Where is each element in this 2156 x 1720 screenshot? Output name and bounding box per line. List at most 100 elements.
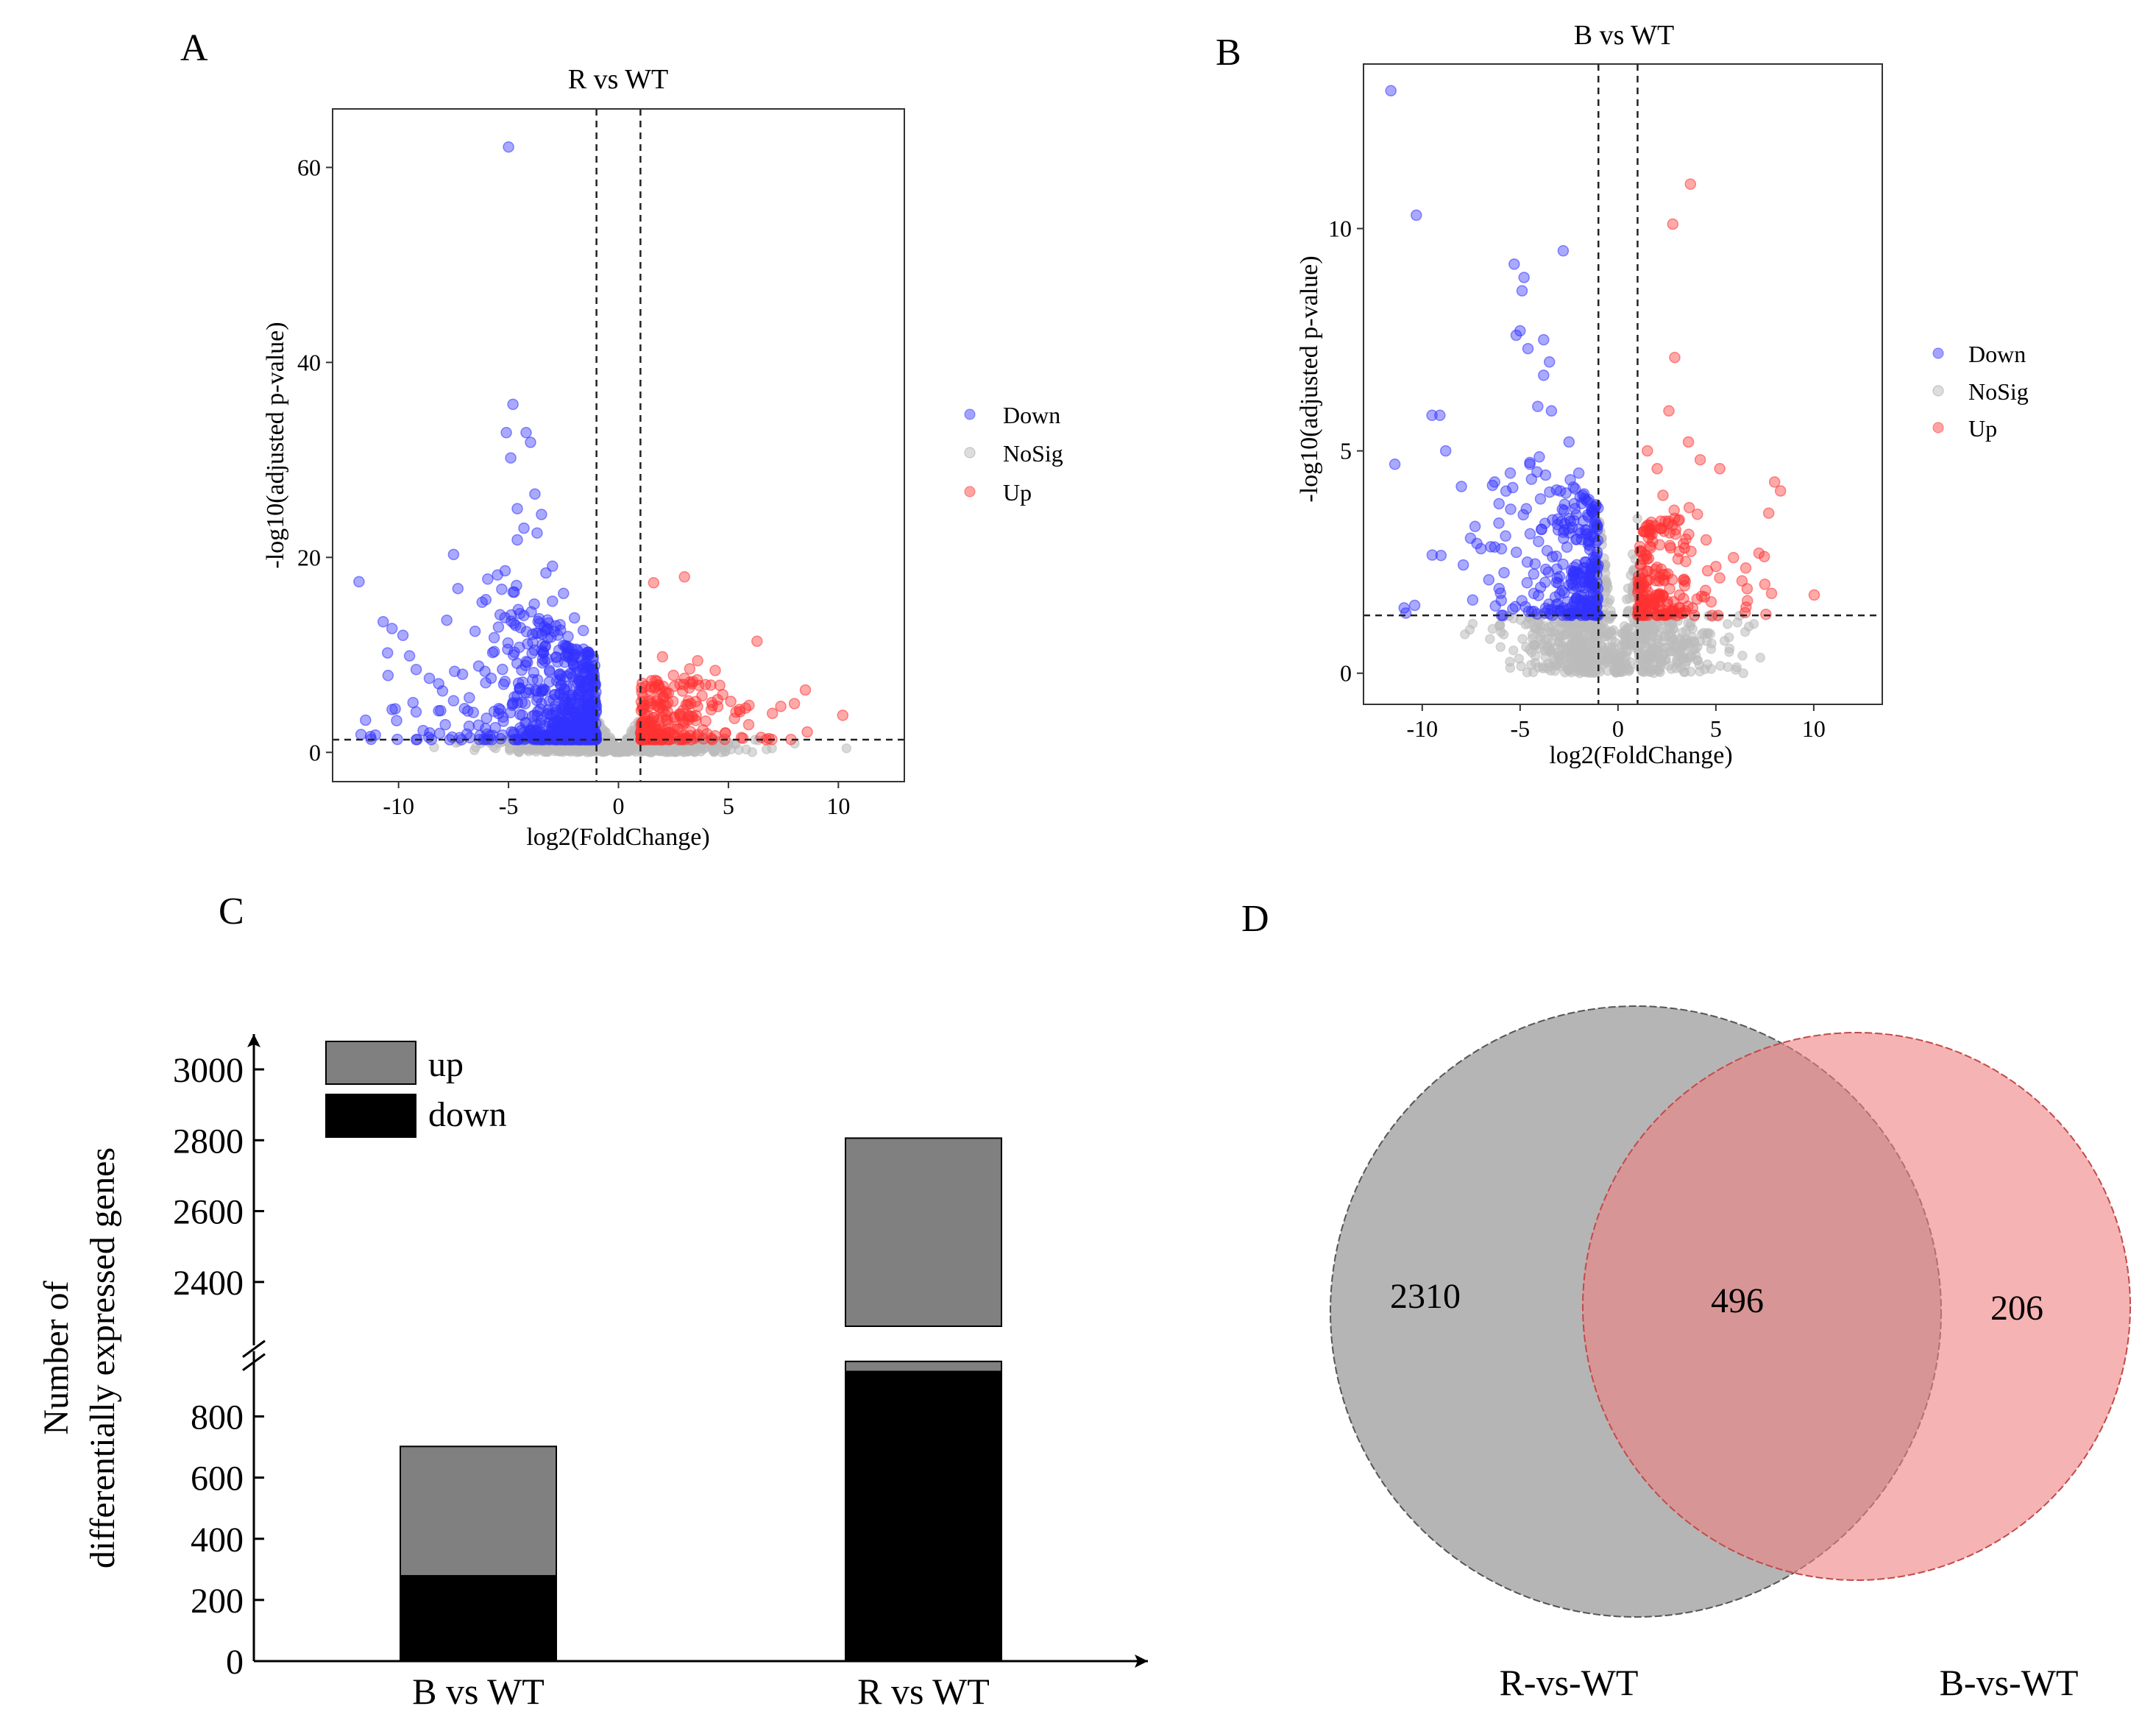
x-tick-label: 5 (1710, 715, 1722, 742)
volcano-b-plot-frame (1363, 63, 1883, 705)
down-highlight-point (577, 624, 589, 637)
down-highlight-point (536, 509, 547, 520)
nosig-point (1737, 651, 1748, 661)
down-point (1546, 604, 1558, 615)
up-highlight-point (656, 651, 669, 663)
down-highlight-point (500, 427, 512, 439)
down-point (1544, 486, 1556, 498)
down-point (1500, 485, 1512, 498)
bar-c-bars (400, 1137, 1002, 1663)
nosig-point (1625, 656, 1635, 668)
down-point (497, 729, 508, 741)
nosig-point (1517, 634, 1528, 644)
down-point (586, 712, 599, 724)
down-highlight-point (410, 663, 422, 676)
bar-segment-up (845, 1137, 1002, 1327)
nosig-point (1634, 629, 1645, 640)
up-highlight-point (1642, 445, 1653, 457)
up-point (1658, 525, 1670, 537)
up-highlight-point (648, 577, 660, 589)
down-point (482, 573, 494, 585)
y-tick-label: 20 (297, 544, 321, 570)
down-point (564, 668, 576, 679)
down-point (531, 627, 542, 639)
nosig-point (1545, 626, 1556, 637)
nosig-point (1539, 620, 1550, 631)
down-point (1467, 594, 1479, 606)
up-point (1645, 516, 1657, 528)
y-tick-label: 200 (191, 1582, 244, 1621)
nosig-point (1485, 634, 1495, 644)
up-highlight-point (1741, 583, 1753, 595)
down-point (488, 645, 500, 658)
up-point (684, 726, 696, 737)
y-tick-label: 600 (191, 1459, 244, 1498)
up-point (637, 717, 649, 729)
down-point (1568, 514, 1580, 527)
up-point (1679, 576, 1692, 587)
bar-segment-up (845, 1360, 1002, 1373)
up-point (1678, 592, 1689, 605)
down-point (1560, 487, 1572, 499)
down-point (1505, 503, 1517, 515)
nosig-point (1641, 624, 1652, 634)
down-highlight-point (511, 534, 523, 546)
down-point (424, 727, 436, 739)
down-highlight-point (452, 582, 464, 595)
x-tick-label: 10 (1802, 715, 1826, 742)
nosig-point (1525, 659, 1536, 670)
y-tick-label: 5 (1340, 438, 1352, 464)
down-highlight-point (436, 685, 449, 697)
down-highlight-point (525, 436, 536, 448)
down-highlight-point (423, 672, 436, 684)
volcano-plot-b: B vs WT -10 -5 0 5 10 0 5 10 log2(FoldChange) -… (1296, 20, 2029, 769)
down-point (1521, 577, 1533, 589)
volcano-b-title: B vs WT (1574, 20, 1675, 51)
y-tick-label: 0 (226, 1643, 244, 1682)
legend-a-nosig-label: NoSig (1003, 440, 1063, 467)
down-point (541, 653, 553, 665)
down-point (505, 609, 517, 621)
down-point (522, 638, 533, 650)
nosig-point (1496, 626, 1506, 637)
down-point (567, 648, 580, 661)
up-point (668, 680, 681, 693)
down-highlight-point (1411, 209, 1422, 222)
down-point (545, 709, 556, 721)
legend-a-nosig-swatch (964, 447, 976, 459)
down-point (578, 676, 590, 688)
up-highlight-point (788, 698, 801, 709)
down-point (532, 615, 544, 628)
up-point (693, 679, 705, 692)
down-highlight-point (518, 522, 530, 534)
up-point (1642, 552, 1655, 565)
down-highlight-point (467, 707, 480, 718)
nosig-point (1467, 618, 1478, 629)
up-point (728, 712, 740, 724)
nosig-point (1578, 641, 1589, 652)
down-point (492, 621, 505, 633)
down-highlight-point (1543, 356, 1556, 368)
down-highlight-point (1557, 245, 1570, 257)
x-tick-label: 10 (826, 793, 850, 819)
down-point (1533, 535, 1545, 548)
up-point (649, 674, 662, 687)
down-point (391, 715, 403, 726)
nosig-point (1621, 638, 1631, 648)
down-highlight-point (529, 488, 541, 500)
down-point (1568, 498, 1581, 510)
down-point (542, 614, 553, 626)
up-highlight-point (1768, 476, 1781, 488)
nosig-point (1723, 619, 1733, 629)
down-highlight-point (381, 647, 394, 659)
up-highlight-point (1667, 218, 1679, 230)
nosig-point (1648, 664, 1659, 674)
nosig-point (1505, 656, 1515, 667)
nosig-point (523, 746, 534, 757)
down-highlight-point (1577, 489, 1589, 501)
nosig-point (1601, 650, 1612, 661)
volcano-a-highlight-points (353, 141, 849, 726)
up-highlight-point (645, 698, 658, 709)
down-point (1533, 451, 1545, 463)
up-point (1644, 539, 1656, 552)
